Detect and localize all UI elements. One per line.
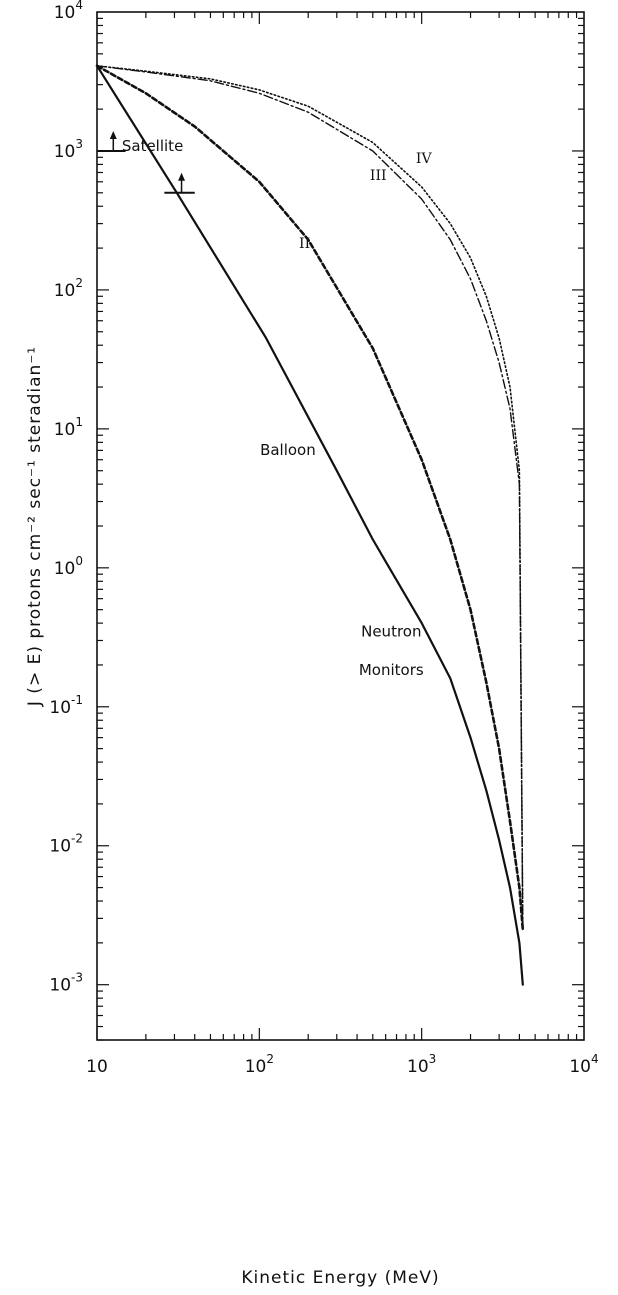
annotation-label: IV	[416, 151, 433, 167]
y-tick-label: 10-2	[49, 832, 83, 857]
axis-ticks	[96, 12, 584, 1041]
x-axis-title: Kinetic Energy (MeV)	[241, 1268, 439, 1288]
y-tick-label: 101	[54, 415, 83, 440]
x-tick-label: 103	[407, 1052, 436, 1077]
annotation-label: Monitors	[359, 661, 424, 679]
x-tick-label: 104	[569, 1052, 598, 1077]
y-tick-label: 102	[54, 276, 83, 301]
y-tick-label: 104	[54, 0, 83, 23]
y-tick-label: 10-1	[49, 693, 83, 718]
up-arrow-icon	[178, 172, 186, 181]
annotation-label: Satellite	[122, 137, 183, 155]
annotation-label: II	[299, 236, 310, 252]
series-line-solid	[95, 64, 524, 986]
annotation-label: Neutron	[361, 623, 421, 641]
plot-frame	[96, 11, 585, 1041]
plot-border	[96, 11, 585, 1041]
series-line-IV	[96, 65, 524, 931]
series-line-II	[95, 64, 525, 931]
y-axis-title: J (> E) protons cm⁻² sec⁻¹ steradian⁻¹	[25, 346, 45, 707]
threshold-markers	[97, 130, 195, 194]
series-layer	[95, 64, 525, 986]
annotation-label: III	[370, 168, 387, 184]
y-tick-label: 100	[54, 554, 83, 579]
y-tick-label: 103	[54, 137, 83, 162]
tick-labels: 10 102 103 104 104 103 102 101 100 10-1 10-2 10-3	[49, 0, 598, 1077]
x-tick-label: 102	[245, 1052, 274, 1077]
y-tick-label: 10-3	[49, 971, 83, 996]
x-tick-label: 10	[86, 1057, 108, 1077]
up-arrow-icon	[109, 130, 117, 139]
annotation-label: Balloon	[260, 441, 316, 459]
series-line-III	[96, 65, 524, 931]
